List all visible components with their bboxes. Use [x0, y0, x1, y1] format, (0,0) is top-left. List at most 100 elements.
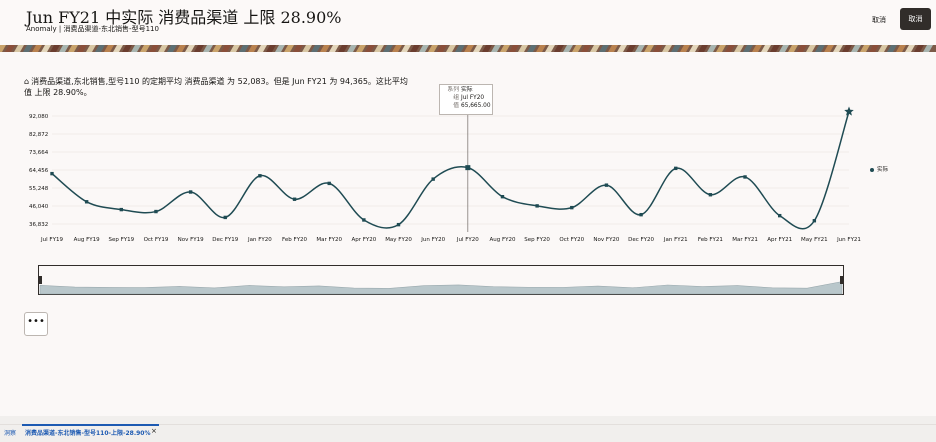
- banner-stripe: [455, 45, 465, 52]
- banner-stripe: [698, 45, 708, 52]
- data-point[interactable]: [84, 200, 89, 204]
- active-tab-indicator: [22, 424, 159, 426]
- banner-stripe: [671, 45, 681, 52]
- banner-stripe: [824, 45, 834, 52]
- header: Jun FY21 中实际 消费品渠道 上限 28.90% Anomaly | 消…: [0, 0, 936, 45]
- banner-stripe: [338, 45, 348, 52]
- cancel-button[interactable]: 取消: [900, 8, 931, 30]
- banner-stripe: [779, 45, 789, 52]
- banner-stripe: [275, 45, 285, 52]
- data-point[interactable]: [812, 219, 817, 223]
- data-point[interactable]: [50, 171, 54, 176]
- data-point[interactable]: [292, 197, 297, 201]
- x-tick-label: Mar FY20: [316, 237, 342, 243]
- banner-stripe: [572, 45, 582, 52]
- banner-stripe: [113, 45, 123, 52]
- banner-stripe: [707, 45, 717, 52]
- close-tab-icon[interactable]: ×: [151, 427, 157, 435]
- banner-stripe: [725, 45, 735, 52]
- banner-stripe: [14, 45, 24, 52]
- x-tick-label: Dec FY20: [628, 237, 654, 243]
- data-point[interactable]: [327, 181, 331, 186]
- tooltip-value-value: 65,665.00: [461, 103, 491, 109]
- data-point[interactable]: [465, 165, 471, 171]
- x-tick-label: Sep FY19: [108, 237, 134, 243]
- anomaly-icon: ⌂: [24, 77, 30, 86]
- banner-stripe: [608, 45, 618, 52]
- data-point[interactable]: [743, 175, 747, 179]
- x-tick-label: Oct FY20: [559, 237, 584, 243]
- tooltip-group-key: 组: [453, 95, 459, 101]
- x-tick-label: Jul FY20: [456, 237, 479, 243]
- banner-stripe: [914, 45, 924, 52]
- banner-stripe: [176, 45, 186, 52]
- legend-marker: [870, 167, 874, 172]
- page-subtitle: Anomaly | 消费品渠道-东北销售-型号110: [26, 25, 159, 33]
- overview-range-selector[interactable]: [38, 265, 844, 295]
- x-tick-label: Jul FY19: [40, 237, 63, 243]
- data-point[interactable]: [188, 190, 193, 194]
- overview-left-handle[interactable]: [39, 276, 42, 284]
- tooltip-series-value: 实际: [461, 87, 473, 93]
- banner-stripe: [86, 45, 96, 52]
- page-title: Jun FY21 中实际 消费品渠道 上限 28.90%: [26, 8, 342, 27]
- data-point[interactable]: [604, 183, 609, 187]
- footer-divider: [0, 424, 936, 425]
- banner-stripe: [329, 45, 339, 52]
- x-tick-label: Jan FY20: [247, 237, 272, 243]
- x-tick-label: Nov FY20: [593, 237, 620, 243]
- data-point[interactable]: [777, 213, 782, 218]
- more-options-button[interactable]: •••: [24, 312, 48, 336]
- data-point[interactable]: [258, 174, 262, 178]
- anomaly-star-marker[interactable]: [844, 106, 854, 116]
- banner-stripe: [878, 45, 888, 52]
- data-point[interactable]: [500, 194, 505, 199]
- banner-stripe: [923, 45, 933, 52]
- data-point[interactable]: [223, 215, 227, 220]
- overview-right-handle[interactable]: [840, 276, 843, 284]
- banner-stripe: [383, 45, 393, 52]
- chart-legend[interactable]: 实际: [870, 165, 888, 173]
- data-point[interactable]: [708, 193, 713, 197]
- banner-stripe: [5, 45, 15, 52]
- chart-tooltip: 系列 实际 组 Jul FY20 值 65,665.00: [439, 84, 493, 115]
- data-point[interactable]: [674, 166, 678, 171]
- x-tick-label: Oct FY19: [144, 237, 169, 243]
- tab-anomaly-detail[interactable]: 消费品渠道-东北销售-型号110-上限-28.90%: [25, 430, 151, 437]
- footer-bar: [0, 416, 936, 442]
- y-tick-label: 36,832: [29, 222, 48, 228]
- data-point[interactable]: [362, 218, 366, 222]
- banner-stripe: [194, 45, 204, 52]
- data-point[interactable]: [570, 205, 574, 210]
- banner-stripe: [518, 45, 528, 52]
- banner-stripe: [167, 45, 177, 52]
- tab-insights[interactable]: 洞察: [4, 430, 17, 437]
- banner-stripe: [320, 45, 330, 52]
- banner-stripe: [752, 45, 762, 52]
- data-point[interactable]: [431, 177, 435, 181]
- banner-stripe: [95, 45, 105, 52]
- legend-label: 实际: [877, 167, 889, 173]
- banner-stripe: [860, 45, 870, 52]
- data-point[interactable]: [396, 222, 401, 227]
- banner-stripe: [32, 45, 42, 52]
- data-point[interactable]: [535, 204, 539, 208]
- banner-stripe: [59, 45, 69, 52]
- banner-stripe: [257, 45, 267, 52]
- cancel-text-button[interactable]: 取消: [872, 16, 886, 24]
- line-chart[interactable]: 92,080 82,872 73,664 64,456 55,248 46,040 36,8…: [0, 80, 936, 250]
- banner-stripe: [482, 45, 492, 52]
- banner-stripe: [644, 45, 654, 52]
- x-tick-label: Mar FY21: [732, 237, 758, 243]
- banner-stripe: [617, 45, 627, 52]
- banner-stripe: [185, 45, 195, 52]
- data-point[interactable]: [154, 209, 158, 214]
- banner-stripe: [590, 45, 600, 52]
- banner-stripe: [761, 45, 771, 52]
- data-point[interactable]: [639, 212, 643, 217]
- banner-stripe: [365, 45, 375, 52]
- tooltip-group-value: Jul FY20: [461, 95, 485, 101]
- banner-stripe: [140, 45, 150, 52]
- data-point[interactable]: [119, 207, 124, 212]
- x-tick-label: Jan FY21: [663, 237, 688, 243]
